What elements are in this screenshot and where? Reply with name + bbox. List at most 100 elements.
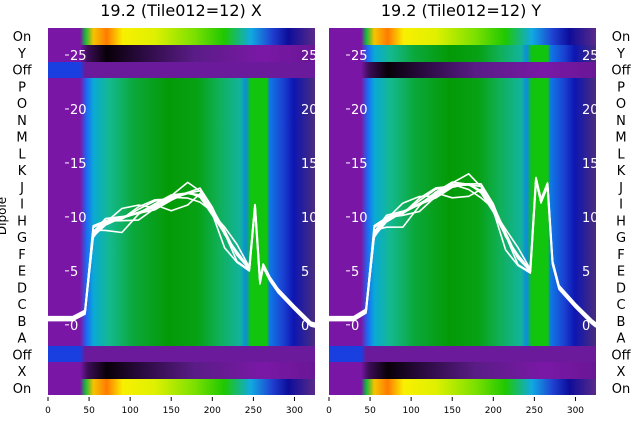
category-label: I: [20, 198, 24, 213]
band-x-dark: [329, 362, 596, 379]
title-x: 19.2 (Tile012=12) X: [100, 1, 262, 20]
y-tick-label: 20: [70, 103, 87, 118]
y-tick-label-edge: 25: [301, 49, 318, 64]
band-on-top: [48, 28, 315, 45]
x-tick-label: 100: [403, 406, 420, 416]
heatmap-x: [48, 28, 315, 395]
category-label: B: [18, 315, 27, 330]
category-label: H: [17, 214, 27, 229]
y-tick-label: 20: [351, 103, 368, 118]
category-label: On: [612, 382, 630, 397]
category-label: J: [618, 181, 623, 196]
y-tick-label-edge: 25: [582, 49, 599, 64]
x-tick-label: 300: [286, 406, 303, 416]
category-label: C: [17, 298, 26, 313]
category-label: A: [617, 332, 626, 347]
y-tick-label-edge: 10: [582, 211, 599, 226]
band-off-top: [48, 62, 315, 78]
y-tick-label: 15: [351, 157, 368, 172]
category-label: E: [617, 265, 625, 280]
y-tick-label: 5: [70, 265, 78, 280]
x-axis-y: 0 50 100 150 200 250 300: [326, 397, 584, 416]
y-tick-label-edge: 20: [301, 103, 318, 118]
category-label: H: [616, 214, 626, 229]
category-label: Off: [611, 64, 631, 79]
band-dipoles: [329, 78, 596, 346]
x-axis-x: 0 50 100 150 200 250 300: [45, 397, 303, 416]
y-axis-label: Dipole: [0, 197, 9, 235]
category-label: On: [13, 382, 31, 397]
category-label: Y: [616, 47, 625, 62]
x-tick-label: 0: [45, 406, 51, 416]
band-on-top: [329, 28, 596, 45]
category-label: O: [616, 97, 626, 112]
y-axis-y: 0 0 5 5 10 10 15 15 20 20 25 25: [346, 49, 599, 334]
y-tick-label: 0: [70, 319, 78, 334]
category-label: X: [18, 365, 27, 380]
category-label: O: [17, 97, 27, 112]
x-tick-label: 100: [122, 406, 139, 416]
traces-y: [329, 173, 596, 328]
category-label: F: [18, 248, 25, 263]
category-label: I: [619, 198, 623, 213]
category-label: Off: [12, 348, 32, 363]
category-label: On: [13, 30, 31, 45]
x-tick-label: 150: [163, 406, 180, 416]
band-off-bottom: [48, 346, 315, 362]
band-on-bottom: [329, 379, 596, 395]
band-on-bottom: [48, 379, 315, 395]
y-tick-label: 10: [351, 211, 368, 226]
category-label: Y: [17, 47, 26, 62]
x-tick-label: 0: [326, 406, 332, 416]
category-label: D: [17, 281, 27, 296]
category-label: P: [617, 80, 625, 95]
band-y-dark: [48, 45, 315, 62]
trace-line: [329, 177, 596, 325]
category-label: N: [616, 114, 626, 129]
category-label: G: [17, 231, 27, 246]
category-label: M: [615, 131, 626, 146]
category-label: M: [16, 131, 27, 146]
category-label: A: [18, 332, 27, 347]
category-label: N: [17, 114, 27, 129]
y-tick-label: 15: [70, 157, 87, 172]
category-label: B: [617, 315, 626, 330]
traces-x: [48, 181, 315, 328]
y-tick-label: 25: [351, 49, 368, 64]
y-tick-label-edge: 20: [582, 103, 599, 118]
y-tick-label: 0: [351, 319, 359, 334]
y-tick-label-edge: 5: [301, 265, 309, 280]
category-label: E: [18, 265, 26, 280]
category-label: Off: [611, 348, 631, 363]
y-tick-label-edge: 0: [582, 319, 590, 334]
x-tick-label: 200: [204, 406, 221, 416]
category-label: J: [19, 181, 24, 196]
x-tick-label: 250: [526, 406, 543, 416]
category-label: On: [612, 30, 630, 45]
x-tick-label: 50: [83, 406, 95, 416]
category-label: L: [18, 147, 26, 162]
category-label: D: [616, 281, 626, 296]
category-label: K: [18, 164, 27, 179]
y-tick-label: 5: [351, 265, 359, 280]
band-off-top: [329, 62, 596, 78]
y-tick-label-edge: 15: [301, 157, 318, 172]
band-x-dark: [48, 362, 315, 379]
y-tick-label-edge: 5: [582, 265, 590, 280]
category-label: F: [617, 248, 624, 263]
band-dipoles: [48, 78, 315, 346]
y-tick-label-edge: 10: [301, 211, 318, 226]
band-off-bottom: [329, 346, 596, 362]
y-tick-label-edge: 0: [301, 319, 309, 334]
y-axis-x: 0 0 5 5 10 10 15 15 20 20 25 25: [65, 49, 318, 334]
category-label: Off: [12, 64, 32, 79]
category-label: G: [616, 231, 626, 246]
y-tick-label: 25: [70, 49, 87, 64]
x-tick-label: 50: [364, 406, 376, 416]
x-tick-label: 200: [485, 406, 502, 416]
